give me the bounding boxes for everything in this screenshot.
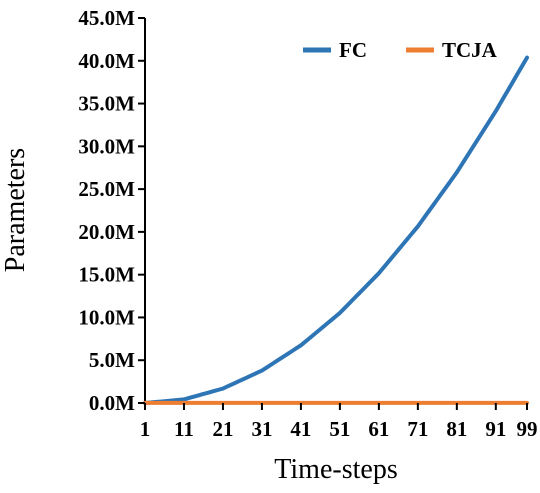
y-axis-ticks: 0.0M 5.0M 10.0M 15.0M 20.0M 25.0M 30.0M 35.0M 40… (78, 6, 145, 415)
y-tick-label: 25.0M (78, 177, 135, 201)
x-axis-title: Time-steps (274, 454, 397, 485)
x-tick-label: 61 (368, 417, 389, 441)
x-tick-label: 11 (174, 417, 194, 441)
y-tick-label: 0.0M (89, 391, 135, 415)
x-tick-label: 91 (485, 417, 506, 441)
y-tick-label: 5.0M (89, 348, 135, 372)
legend: FC TCJA (303, 38, 498, 62)
x-tick-label: 41 (290, 417, 311, 441)
y-tick-label: 10.0M (78, 305, 135, 329)
y-axis-title: Parameters (0, 148, 31, 272)
x-tick-label: 71 (407, 417, 428, 441)
series-layer (143, 55, 529, 405)
y-tick-label: 35.0M (78, 92, 135, 116)
x-tick-label: 99 (517, 417, 538, 441)
y-tick-label: 40.0M (78, 49, 135, 73)
x-tick-label: 51 (329, 417, 350, 441)
plot-area (144, 18, 527, 404)
x-tick-label: 21 (212, 417, 233, 441)
x-tick-label: 31 (251, 417, 272, 441)
legend-label-tcja: TCJA (442, 38, 498, 62)
series-line-fc (143, 55, 529, 405)
y-tick-label: 45.0M (78, 6, 135, 30)
legend-label-fc: FC (339, 38, 367, 62)
x-tick-label: 81 (446, 417, 467, 441)
y-tick-label: 30.0M (78, 134, 135, 158)
x-tick-label: 1 (140, 417, 151, 441)
y-tick-label: 20.0M (78, 220, 135, 244)
x-axis-ticks: 1 11 21 31 41 51 61 71 81 91 99 (140, 403, 538, 441)
y-tick-label: 15.0M (78, 263, 135, 287)
